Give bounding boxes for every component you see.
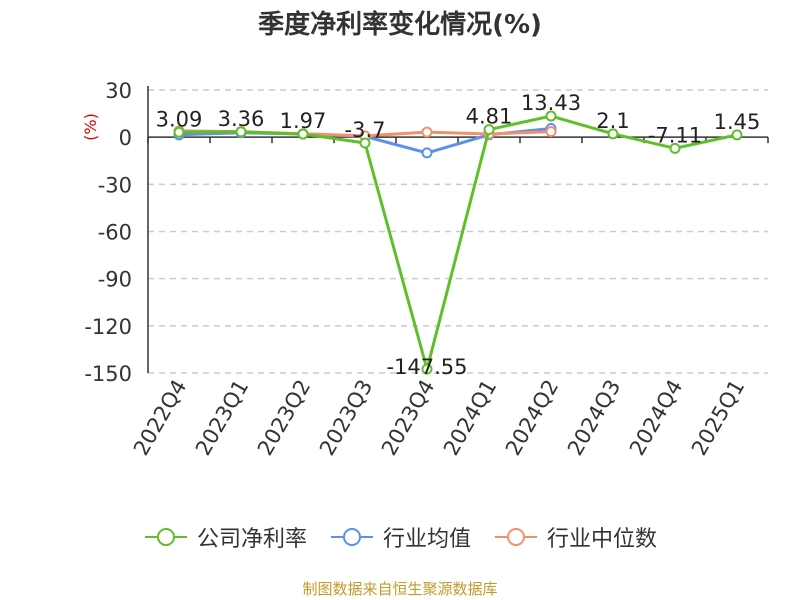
legend-marker-company-icon: [144, 528, 187, 546]
y-tick-label: 0: [119, 126, 132, 150]
data-point-company[interactable]: [421, 363, 433, 375]
data-point-industry_avg[interactable]: [421, 147, 433, 159]
legend-label-industry-avg: 行业均值: [382, 527, 471, 552]
source-note: 制图数据来自恒生聚源数据库: [302, 580, 498, 598]
data-point-company[interactable]: [669, 142, 681, 154]
data-label: -7.11: [648, 123, 702, 147]
data-point-company[interactable]: [359, 137, 371, 149]
legend-label-company: 公司净利率: [196, 527, 307, 552]
data-point-industry_median[interactable]: [545, 126, 557, 138]
data-point-company[interactable]: [483, 124, 495, 136]
chart-title: 季度净利率变化情况(%): [258, 10, 542, 40]
legend-label-industry-median: 行业中位数: [547, 527, 658, 552]
data-label: -147.55: [386, 355, 467, 379]
line-chart: 300-30-60-90-120-150(%)2022Q4 2023Q1 2023Q…: [81, 79, 769, 460]
grid-layer: [148, 89, 768, 374]
data-point-company[interactable]: [607, 128, 619, 140]
legend-item-industry-avg[interactable]: 行业均值: [329, 521, 471, 553]
data-label: 2.1: [596, 109, 629, 133]
series-line-company: [178, 114, 738, 371]
data-point-company[interactable]: [173, 126, 185, 138]
data-point-company[interactable]: [235, 126, 247, 138]
y-tick-label: -60: [98, 221, 132, 245]
x-tick-label: 2024Q3: [563, 376, 625, 460]
x-tick-label: 2023Q2: [253, 376, 315, 460]
x-tick-label: 2023Q1: [191, 376, 253, 460]
legend[interactable]: 公司净利率 行业均值 行业中位数: [0, 520, 800, 554]
data-label: 3.36: [218, 107, 265, 131]
y-tick-label: -90: [98, 268, 132, 292]
y-unit-label: (%): [81, 113, 100, 141]
data-point-company[interactable]: [297, 128, 309, 140]
data-label: -3.7: [345, 118, 386, 142]
y-tick-label: -150: [84, 362, 132, 386]
data-point-industry_median[interactable]: [421, 126, 433, 138]
legend-marker-industry-avg-icon: [330, 528, 373, 546]
data-label-layer: 3.09 3.36 1.97 -3.7 -147.55 4.81 13.43 2.1 -7.11…: [156, 91, 761, 379]
legend-marker-industry-median-icon: [495, 528, 537, 546]
data-point-company[interactable]: [731, 129, 743, 141]
data-label: 1.97: [280, 109, 327, 133]
data-label: 4.81: [466, 105, 513, 129]
x-tick-label: 2022Q4: [129, 376, 191, 460]
legend-item-company[interactable]: 公司净利率: [143, 521, 307, 553]
data-label: 3.09: [156, 107, 203, 131]
data-point-company[interactable]: [545, 110, 557, 122]
legend-item-industry-median[interactable]: 行业中位数: [493, 521, 657, 553]
x-tick-label: 2023Q4: [377, 376, 439, 460]
y-tick-label: 30: [105, 79, 132, 103]
x-tick-label: 2024Q1: [439, 376, 501, 460]
data-label: 1.45: [714, 110, 761, 134]
x-tick-label: 2025Q1: [687, 376, 749, 460]
data-label: 13.43: [521, 91, 581, 115]
y-tick-label: -30: [98, 173, 132, 197]
x-tick-label: 2024Q4: [625, 376, 687, 460]
x-tick-label: 2023Q3: [315, 376, 377, 460]
y-tick-label: -120: [84, 315, 132, 339]
series-layer: [173, 110, 743, 375]
x-tick-label: 2024Q2: [501, 376, 563, 460]
